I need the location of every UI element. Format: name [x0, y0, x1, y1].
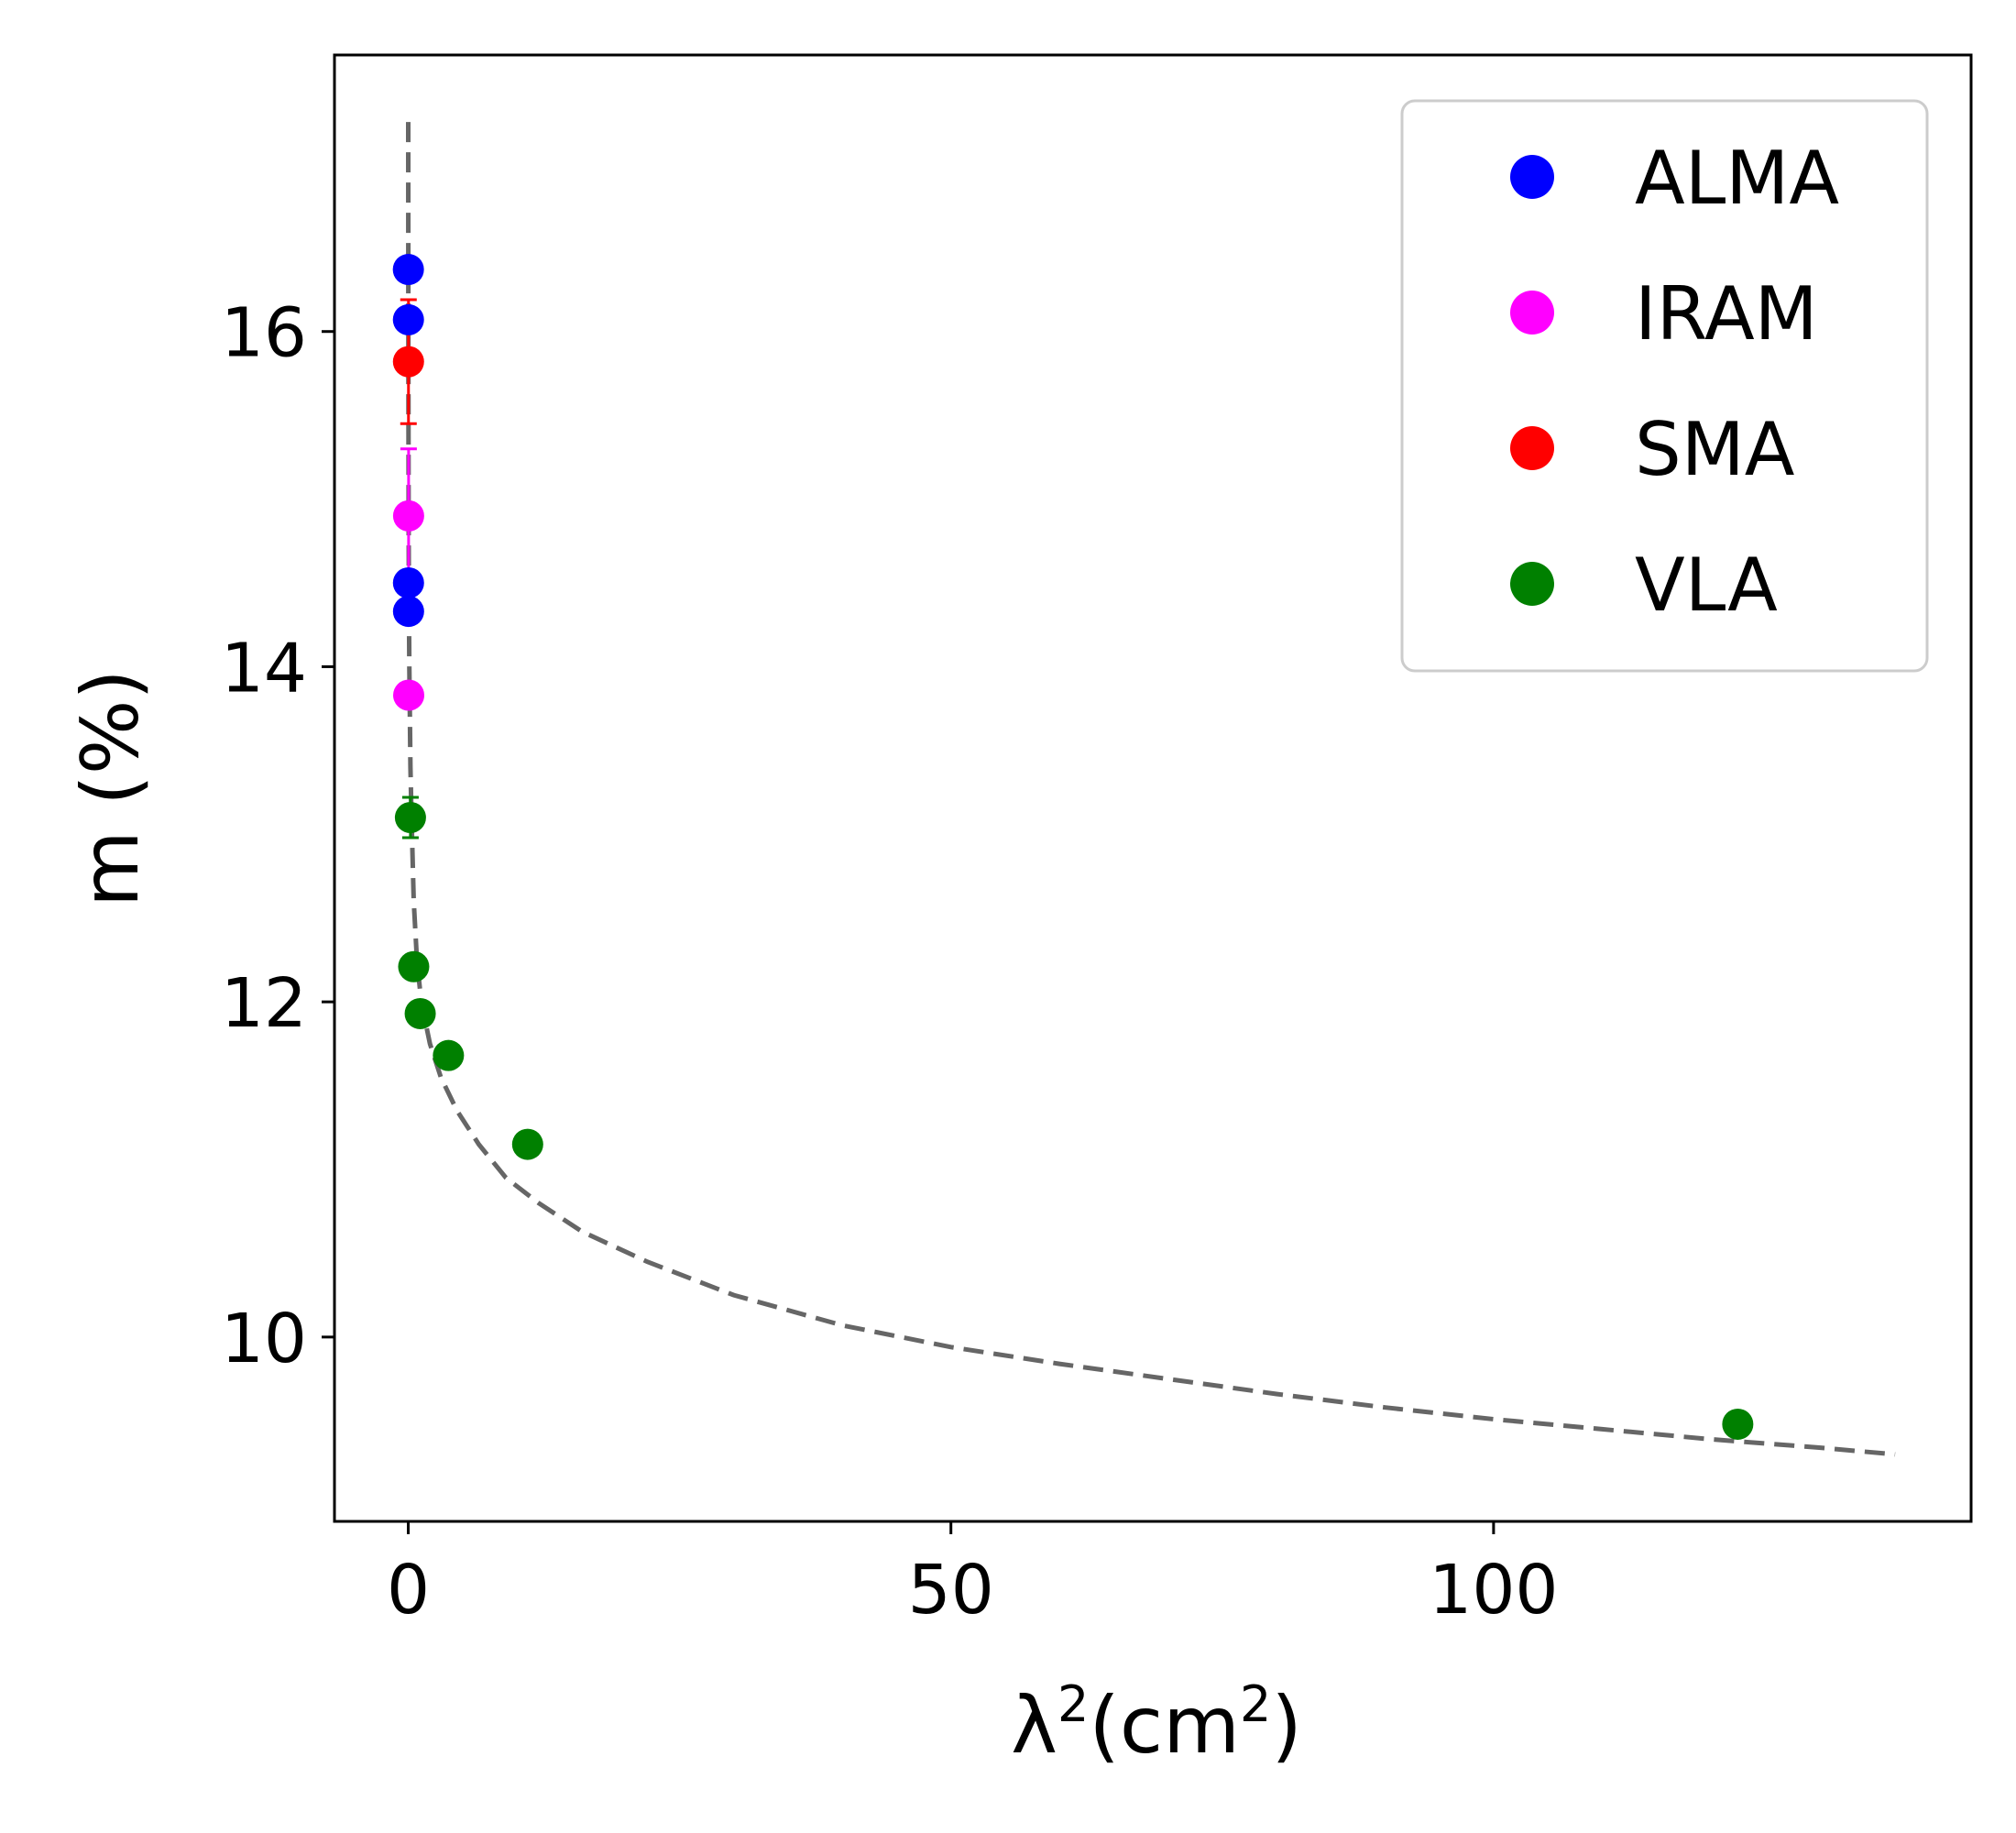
x-axis-ticks: 0 50 100	[387, 1521, 1559, 1630]
legend-label-vla: VLA	[1635, 543, 1778, 628]
x-axis-label-unit-sup: 2	[1240, 1675, 1271, 1733]
plot-frame	[333, 53, 1973, 1523]
y-tick-label-16: 16	[221, 294, 307, 373]
x-axis-label-base: λ	[1011, 1680, 1057, 1772]
y-tick-label-12: 12	[221, 964, 307, 1043]
point-vla-2	[404, 997, 436, 1029]
legend-item-vla: VLA	[1510, 543, 1778, 628]
legend-marker-alma	[1510, 155, 1554, 199]
x-tick-label-100: 100	[1429, 1551, 1558, 1630]
fit-curve	[406, 122, 1896, 1457]
point-alma-1	[392, 303, 424, 335]
legend-label-alma: ALMA	[1635, 136, 1839, 221]
point-alma-0	[392, 254, 424, 286]
legend-marker-iram	[1510, 291, 1554, 335]
legend: ALMA IRAM SMA VLA	[1400, 99, 1929, 673]
legend-label-iram: IRAM	[1635, 271, 1818, 357]
legend-frame	[1400, 99, 1929, 673]
point-alma-2	[392, 567, 424, 598]
x-axis-label: λ2(cm2)	[1011, 1675, 1302, 1772]
x-axis-label-unit: cm	[1120, 1680, 1240, 1772]
fit-layer	[406, 122, 1896, 1457]
legend-items: ALMA IRAM SMA VLA	[1510, 136, 1839, 628]
point-vla-0	[394, 802, 426, 833]
y-tick-label-14: 14	[221, 629, 307, 708]
point-iram-0	[392, 499, 424, 532]
point-sma-0	[392, 346, 424, 378]
legend-item-iram: IRAM	[1510, 271, 1818, 357]
y-axis-ticks: 10 12 14 16	[221, 294, 334, 1378]
x-tick-label-0: 0	[387, 1551, 430, 1630]
point-iram-1	[393, 679, 425, 711]
x-tick-label-50: 50	[908, 1551, 994, 1630]
point-vla-4	[511, 1128, 543, 1160]
point-alma-3	[392, 596, 424, 628]
y-axis-label: m (%)	[65, 669, 157, 907]
legend-item-alma: ALMA	[1510, 136, 1839, 221]
point-vla-3	[433, 1039, 465, 1071]
x-axis-label-sup: 2	[1057, 1675, 1089, 1733]
points-layer	[392, 254, 1754, 1440]
point-vla-5	[1722, 1408, 1754, 1440]
legend-marker-vla	[1510, 562, 1554, 606]
point-vla-1	[398, 950, 430, 982]
y-tick-label-10: 10	[221, 1300, 307, 1378]
legend-marker-sma	[1510, 426, 1554, 470]
legend-item-sma: SMA	[1510, 407, 1795, 492]
legend-label-sma: SMA	[1635, 407, 1795, 492]
